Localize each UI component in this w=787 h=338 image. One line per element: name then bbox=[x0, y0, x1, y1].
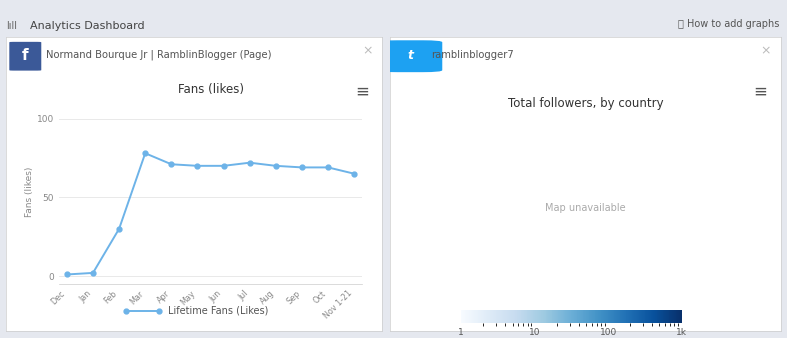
Text: Normand Bourque Jr | RamblinBlogger (Page): Normand Bourque Jr | RamblinBlogger (Pag… bbox=[46, 50, 272, 60]
Text: ≡: ≡ bbox=[356, 83, 369, 101]
Text: ×: × bbox=[760, 44, 771, 57]
Text: f: f bbox=[22, 48, 29, 63]
FancyBboxPatch shape bbox=[9, 42, 41, 71]
Text: ⎗ How to add graphs: ⎗ How to add graphs bbox=[678, 19, 779, 29]
Text: ≡: ≡ bbox=[753, 83, 767, 101]
Y-axis label: Fans (likes): Fans (likes) bbox=[25, 167, 34, 217]
FancyBboxPatch shape bbox=[378, 40, 442, 72]
Text: lıll: lıll bbox=[6, 21, 17, 31]
Text: Lifetime Fans (Likes): Lifetime Fans (Likes) bbox=[168, 306, 268, 316]
Text: ramblinblogger7: ramblinblogger7 bbox=[431, 50, 514, 60]
Text: Total followers, by country: Total followers, by country bbox=[508, 97, 663, 110]
Title: Fans (likes): Fans (likes) bbox=[178, 83, 243, 96]
Text: Map unavailable: Map unavailable bbox=[545, 203, 626, 213]
Text: t: t bbox=[407, 49, 413, 62]
Text: ×: × bbox=[363, 44, 373, 57]
Text: Analytics Dashboard: Analytics Dashboard bbox=[30, 21, 145, 31]
